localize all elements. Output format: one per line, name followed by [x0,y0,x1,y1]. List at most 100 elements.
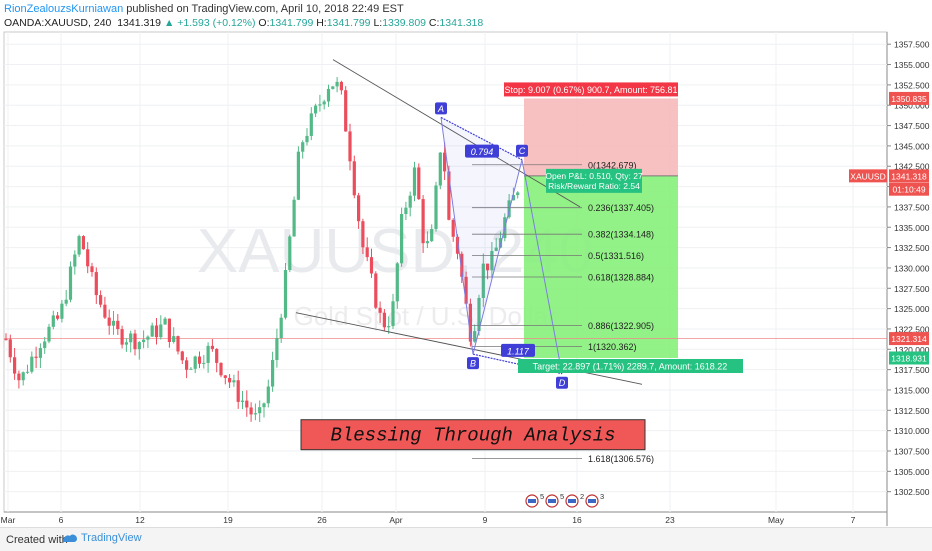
y-tick-label: 1312.500 [894,406,930,416]
price-chart[interactable]: 1357.500 1355.000 1352.500 1350.000 1347.500… [0,0,932,527]
candle-body [335,81,339,87]
candle-body [94,272,98,296]
event-count: 5 [560,492,564,501]
candle-body [107,317,111,326]
candle-body [443,152,447,172]
candle-body [180,351,184,361]
candle-body [314,105,318,114]
candle-body [159,324,163,338]
price-tag-box [889,351,929,365]
entry-label-box [546,168,642,193]
candle-body [494,247,498,251]
price-tag-box [889,169,929,183]
y-tick-label: 1322.500 [894,324,930,334]
candle-body [486,263,490,271]
candle-body [258,407,262,414]
candle-body [124,342,128,345]
candle-body [408,195,412,208]
candle-body [120,329,124,345]
y-tick-label: 1302.500 [894,487,930,497]
candle-body [417,167,421,200]
x-tick-label: Mar [1,515,16,525]
candle-body [47,326,51,342]
candle-body [438,152,442,186]
candle-body [451,219,455,237]
open-value: 1341.799 [269,17,314,29]
candle-body [68,266,73,300]
y-tick-label: 1355.000 [894,60,930,70]
candle-body [56,315,60,319]
author-link[interactable]: RionZealouzsKurniawan [4,3,124,15]
price-tag-label: 1341.318 [891,171,927,181]
tradingview-brand[interactable]: TradingView [62,532,142,544]
candle-body [288,236,292,271]
candle-body [511,195,515,201]
candle-body [400,214,404,264]
y-tick-label: 1330.000 [894,263,930,273]
candle-body [357,195,361,222]
candle-body [253,413,257,415]
last-price: 1341.319 [117,17,162,29]
candle-body [331,86,335,89]
event-count: 2 [580,492,584,501]
candle-body [43,341,47,349]
open-label: O: [258,17,270,29]
price-tag-box [889,91,929,105]
candle-body [202,362,206,364]
y-tick-label: 1327.500 [894,284,930,294]
candle-body [412,167,417,196]
pattern-point-marker [467,357,479,370]
candle-body [38,348,42,358]
x-tick-label: 26 [317,515,327,525]
candle-body [322,101,326,105]
pattern-point-marker [516,144,528,157]
y-tick-label: 1305.000 [894,467,930,477]
y-tick-label: 1310.000 [894,426,930,436]
candle-body [507,200,511,218]
high-label: H: [316,17,327,29]
created-with-label: Created with [6,534,68,546]
price-tag-label: 1318.931 [891,353,927,363]
candle-body [318,104,322,106]
event-flag-stripe [548,499,556,503]
close-label: C: [428,17,440,29]
pattern-point-label: B [470,359,476,369]
watermark-name: Gold Spot / U.S. Dollar [294,301,557,331]
candle-body [103,304,107,318]
candle-body [430,228,434,242]
candle-body [516,192,520,196]
candle-body [271,360,275,387]
y-tick-label: 1307.500 [894,446,930,456]
candle-body [60,303,64,319]
candle-body [460,253,464,277]
footer-bar: Created with TradingView [0,527,932,551]
candle-body [142,339,146,343]
candle-body [133,333,137,350]
candle-body [163,318,167,325]
candle-body [172,336,176,342]
y-tick-label: 1332.500 [894,243,930,253]
y-tick-label: 1342.500 [894,162,930,172]
candle-body [473,331,477,342]
candle-body [73,254,77,267]
candle-body [361,221,365,248]
y-tick-label: 1345.000 [894,141,930,151]
price-tag-label: 1350.835 [891,94,927,104]
low-label: L: [373,17,383,29]
y-tick-label: 1337.500 [894,202,930,212]
y-tick-label: 1320.000 [894,345,930,355]
stop-loss-zone [524,98,678,176]
pattern-point-marker [435,102,447,115]
candle-body [236,380,240,402]
candle-body [447,171,451,220]
pattern-point-label: A [437,104,444,114]
x-tick-label: 12 [135,515,145,525]
candle-body [296,151,300,200]
x-tick-label: 16 [572,515,582,525]
candle-body [25,371,30,373]
open-pnl-label: Open P&L: 0.510, Qty: 27 [545,171,643,181]
price-tag-label: XAUUSD [850,171,885,181]
candle-body [154,325,159,338]
price-tag-box [889,332,929,346]
candle-body [490,250,494,271]
